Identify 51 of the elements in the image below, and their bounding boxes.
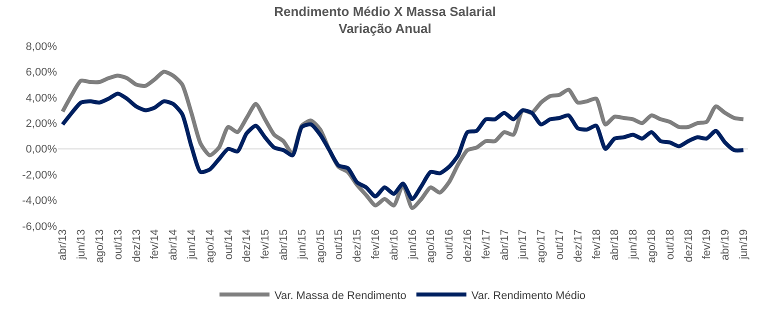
- x-tick-label: abr/17: [498, 229, 511, 260]
- x-tick-label: fev/16: [370, 229, 382, 260]
- x-tick-label: jun/18: [628, 229, 640, 260]
- y-tick-label: 4,00%: [26, 92, 58, 104]
- x-tick-label: out/18: [664, 229, 676, 260]
- x-tick-label: ago/13: [94, 229, 106, 263]
- x-tick-label: dez/13: [130, 229, 143, 262]
- x-tick-label: dez/16: [462, 229, 474, 262]
- x-tick-label: jun/17: [517, 229, 530, 260]
- x-tick-label: abr/14: [168, 229, 180, 260]
- x-tick-label: ago/14: [204, 229, 216, 263]
- x-tick-label: ago/17: [536, 229, 548, 263]
- x-tick-label: out/13: [112, 229, 124, 260]
- x-tick-label: dez/17: [572, 229, 584, 262]
- line-series: [60, 92, 746, 201]
- x-tick-label: fev/19: [701, 229, 714, 260]
- chart-subtitle: Variação Anual: [338, 20, 432, 36]
- x-tick-label: dez/18: [682, 229, 695, 262]
- x-tick-label: ago/15: [314, 229, 327, 263]
- x-tick-label: abr/13: [57, 229, 70, 260]
- x-tick-label: jun/19: [738, 229, 750, 260]
- x-tick-label: abr/15: [278, 229, 290, 260]
- x-tick-label: dez/15: [352, 229, 364, 262]
- x-tick-label: jun/14: [186, 229, 198, 260]
- y-tick-label: -6,00%: [22, 220, 58, 233]
- y-tick-label: 6,00%: [26, 66, 58, 79]
- x-tick-label: fev/17: [480, 229, 492, 260]
- x-tick-label: jun/15: [296, 229, 308, 260]
- x-tick-label: jun/13: [76, 229, 88, 260]
- x-tick-label: ago/16: [425, 229, 438, 263]
- x-tick-label: jun/16: [406, 229, 419, 260]
- x-tick-label: out/16: [444, 229, 456, 260]
- y-tick-label: 8,00%: [26, 40, 58, 53]
- x-tick-label: abr/18: [609, 229, 622, 260]
- y-tick-label: 2,00%: [26, 118, 58, 130]
- x-tick-label: fev/15: [260, 229, 272, 260]
- x-tick-label: abr/19: [720, 229, 732, 260]
- x-tick-label: dez/14: [241, 229, 254, 262]
- x-tick-label: abr/16: [388, 229, 400, 260]
- legend-label: Var. Rendimento Médio: [471, 290, 586, 302]
- y-tick-label: -2,00%: [22, 169, 58, 182]
- legend-label: Var. Massa de Rendimento: [274, 290, 406, 302]
- y-tick-label: -4,00%: [22, 195, 58, 208]
- x-tick-label: ago/18: [646, 229, 658, 263]
- x-tick-label: out/15: [333, 229, 346, 260]
- x-tick-label: fev/14: [149, 229, 162, 260]
- chart-title: Rendimento Médio X Massa Salarial: [274, 4, 496, 20]
- y-tick-label: 0,00%: [26, 144, 58, 156]
- x-tick-label: out/17: [554, 229, 566, 260]
- x-tick-label: fev/18: [590, 229, 603, 260]
- x-tick-label: out/14: [222, 229, 235, 260]
